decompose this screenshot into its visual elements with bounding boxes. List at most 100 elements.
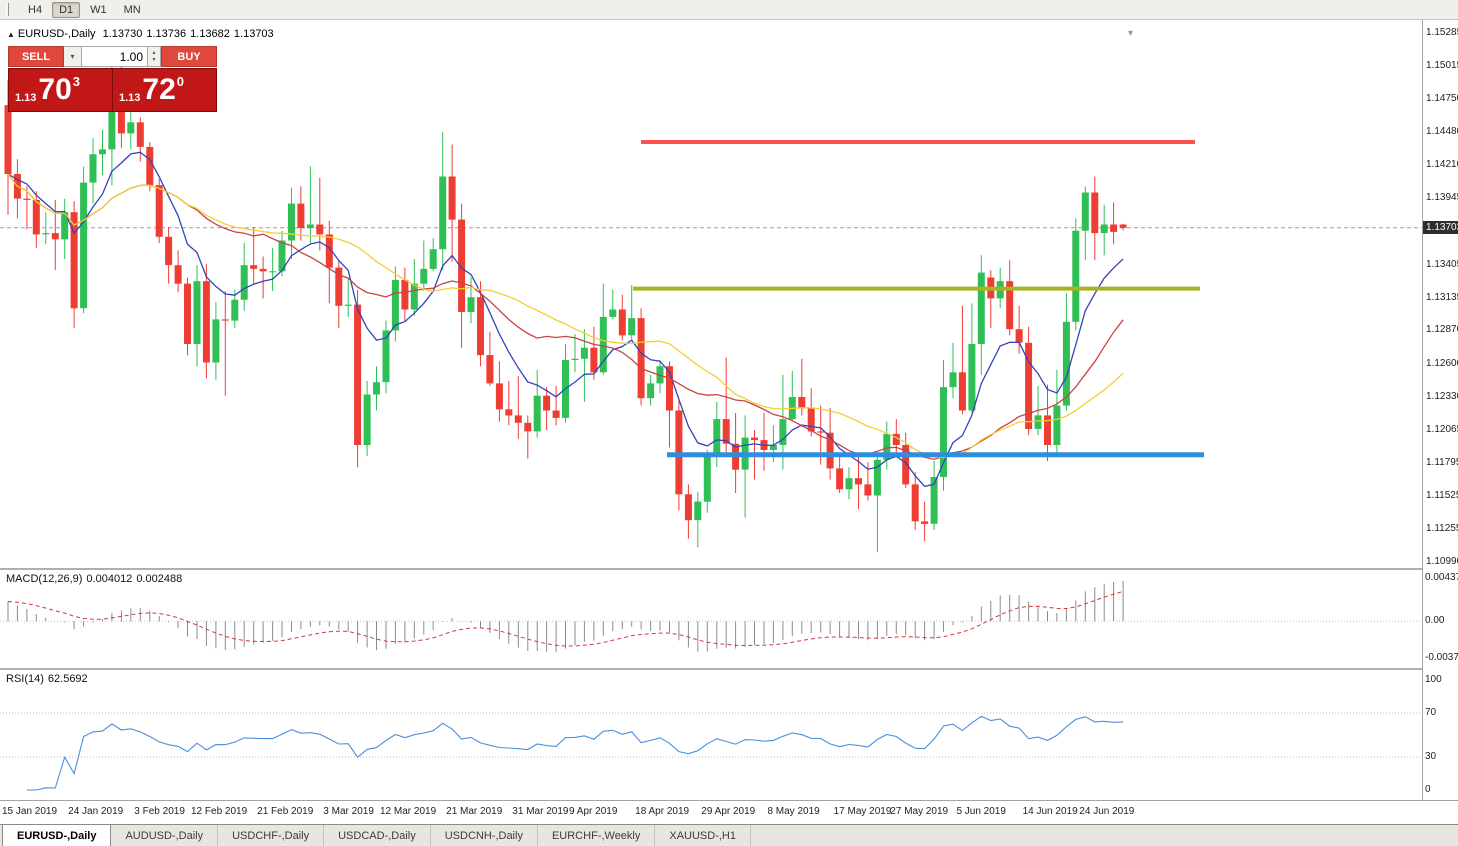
- candle-body: [855, 478, 862, 485]
- candle-body: [1006, 281, 1014, 330]
- candle-body: [184, 283, 191, 344]
- date-axis-label: 5 Jun 2019: [956, 806, 1006, 817]
- candle-body: [684, 494, 692, 521]
- ask-price-display[interactable]: 1.13 72 0: [113, 69, 216, 111]
- candle-body: [798, 397, 806, 409]
- candle-body: [921, 521, 929, 524]
- candle-body: [240, 265, 248, 300]
- candle-body: [458, 219, 466, 312]
- bid-price-display[interactable]: 1.13 70 3: [9, 69, 112, 111]
- candle-body: [1062, 321, 1070, 406]
- date-axis-label: 12 Feb 2019: [191, 806, 248, 817]
- candle-body: [146, 146, 154, 186]
- candle-body: [429, 249, 437, 269]
- candle-body: [968, 344, 976, 411]
- chart-tab-audusd-daily[interactable]: AUDUSD-,Daily: [111, 825, 219, 846]
- price-chart-canvas[interactable]: ▾: [0, 20, 1422, 568]
- candle-body: [42, 233, 50, 235]
- volume-input[interactable]: [82, 46, 148, 67]
- panel-separator[interactable]: [0, 568, 1458, 570]
- trade-controls-row: SELL ▾ ▴ ▾ BUY: [8, 46, 217, 67]
- candle-body: [552, 410, 560, 418]
- candle-body: [136, 122, 144, 147]
- candle-body: [1119, 224, 1127, 228]
- chart-shift-icon[interactable]: ▾: [1128, 28, 1133, 39]
- date-axis-label: 9 Apr 2019: [569, 806, 618, 817]
- candle-body: [344, 304, 352, 306]
- candle-body: [807, 408, 815, 432]
- candle-body: [401, 279, 409, 310]
- buy-button[interactable]: BUY: [161, 46, 217, 67]
- candle-body: [448, 176, 456, 220]
- candle-body: [1053, 405, 1061, 445]
- chart-tab-usdcad-daily[interactable]: USDCAD-,Daily: [324, 825, 431, 846]
- price-axis-label: 1.15285: [1426, 27, 1458, 38]
- candle-body: [221, 319, 229, 321]
- candle-body: [703, 456, 711, 502]
- symbol-period-label: EURUSD-,Daily: [17, 28, 96, 40]
- candle-body: [1072, 230, 1080, 322]
- price-axis-label: 1.11255: [1426, 523, 1458, 535]
- price-axis-label: 1.14750: [1426, 92, 1458, 104]
- toolbar-grip-handle[interactable]: [6, 3, 9, 16]
- candle-body: [288, 203, 295, 241]
- high-value: 1.13736: [146, 28, 187, 40]
- candle-body: [949, 372, 957, 388]
- timeframe-button-w1[interactable]: W1: [90, 3, 107, 16]
- date-axis-label: 15 Jan 2019: [2, 806, 58, 817]
- sell-button[interactable]: SELL: [8, 46, 64, 67]
- chevron-down-icon: ▾: [70, 52, 75, 61]
- low-value: 1.13682: [190, 28, 230, 40]
- bid-price-fraction: 3: [72, 74, 81, 89]
- timeframe-buttons: H4 D1 W1 MN: [21, 1, 151, 18]
- current-price-tag: 1.13703: [1423, 220, 1458, 234]
- rsi-indicator-canvas[interactable]: [0, 670, 1422, 800]
- date-axis-label: 24 Jun 2019: [1079, 806, 1135, 817]
- chart-tab-usdcnh-daily[interactable]: USDCNH-,Daily: [431, 825, 538, 846]
- candle-body: [637, 318, 645, 399]
- candle-body: [306, 224, 314, 229]
- volume-stepper[interactable]: ▴ ▾: [148, 46, 161, 67]
- candle-body: [958, 372, 966, 411]
- close-value: 1.13703: [233, 28, 274, 40]
- chart-tab-eurusd-daily[interactable]: EURUSD-,Daily: [2, 825, 112, 846]
- candle-body: [155, 185, 163, 237]
- price-axis-label: 1.11795: [1426, 456, 1458, 468]
- macd-signal-value: 0.002488: [136, 573, 183, 585]
- rsi-line: [26, 715, 1124, 791]
- window-collapse-icon[interactable]: ▲: [7, 30, 15, 39]
- price-axis-label: 1.13945: [1426, 192, 1458, 204]
- chart-tab-usdchf-daily[interactable]: USDCHF-,Daily: [218, 825, 325, 846]
- panel-separator[interactable]: [0, 668, 1458, 670]
- candle-body: [212, 319, 220, 363]
- candle-body: [571, 358, 579, 360]
- candle-body: [354, 304, 362, 445]
- macd-indicator-canvas[interactable]: [0, 570, 1422, 668]
- date-axis-label: 18 Apr 2019: [635, 806, 690, 817]
- candle-body: [269, 271, 277, 273]
- macd-signal-line: [7, 591, 1124, 647]
- candle-body: [769, 445, 777, 450]
- spin-down-icon: ▾: [152, 56, 156, 63]
- candle-body: [826, 432, 834, 469]
- volume-dropdown-button[interactable]: ▾: [64, 46, 82, 67]
- candle-body: [618, 309, 626, 336]
- chart-tab-eurchf-weekly[interactable]: EURCHF-,Weekly: [538, 825, 656, 846]
- candle-body: [1100, 224, 1108, 234]
- candle-body: [477, 297, 484, 356]
- candle-body: [495, 383, 503, 410]
- candle-body: [127, 122, 135, 134]
- chart-tab-xauusd-h1[interactable]: XAUUSD-,H1: [655, 825, 751, 846]
- candle-body: [533, 395, 541, 432]
- one-click-trading-panel: SELL ▾ ▴ ▾ BUY 1.13 70 3 1.13 72 0: [8, 46, 217, 112]
- timeframe-button-d1[interactable]: D1: [52, 1, 81, 18]
- candle-body: [297, 203, 305, 229]
- timeframe-button-h4[interactable]: H4: [28, 3, 43, 16]
- chart-title: ▲ EURUSD-,Daily 1.13730 1.13736 1.13682 1.13…: [7, 28, 274, 40]
- rsi-label: RSI(14) 62.5692: [6, 673, 92, 685]
- timeframe-button-mn[interactable]: MN: [123, 3, 141, 16]
- price-axis[interactable]: 1.15285 1.15015 1.14750 1.14480 1.14210 1.139…: [1422, 20, 1458, 800]
- candle-body: [1044, 415, 1051, 445]
- bid-price-prefix: 1.13: [15, 92, 37, 104]
- date-axis[interactable]: 15 Jan 2019 24 Jan 2019 3 Feb 2019 12 Feb 2…: [0, 800, 1458, 824]
